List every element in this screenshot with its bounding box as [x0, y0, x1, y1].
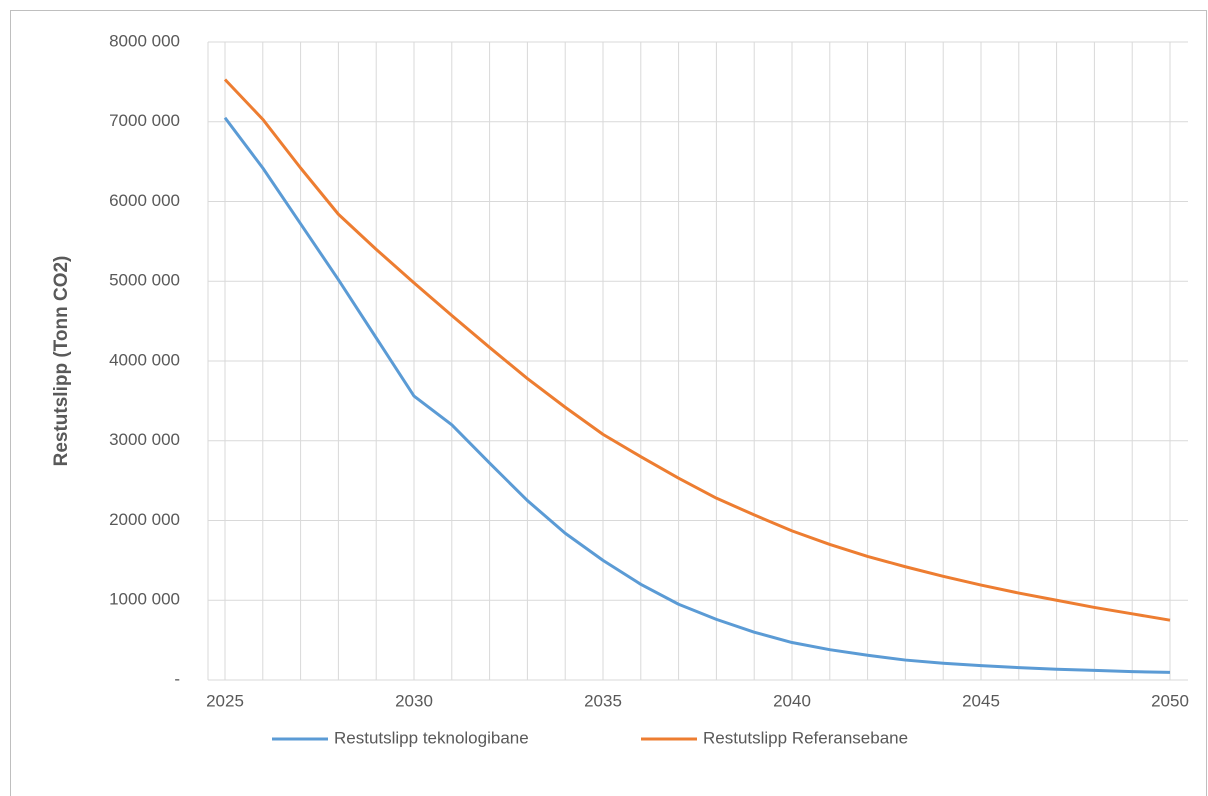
legend-label: Restutslipp Referansebane — [703, 728, 908, 747]
x-tick-label: 2050 — [1151, 691, 1189, 710]
y-tick-label: 2000 000 — [109, 510, 180, 529]
series-line — [223, 78, 1171, 622]
y-tick-label: - — [174, 669, 180, 688]
y-axis-label: Restutslipp (Tonn CO2) — [51, 256, 72, 467]
legend-label: Restutslipp teknologibane — [334, 728, 529, 747]
y-tick-label: 8000 000 — [109, 31, 180, 50]
x-tick-label: 2035 — [584, 691, 622, 710]
x-tick-label: 2030 — [395, 691, 433, 710]
y-tick-label: 1000 000 — [109, 590, 180, 609]
x-tick-label: 2045 — [962, 691, 1000, 710]
y-tick-label: 4000 000 — [109, 350, 180, 369]
y-tick-label: 7000 000 — [109, 111, 180, 130]
chart-frame — [10, 10, 1207, 796]
x-tick-label: 2040 — [773, 691, 811, 710]
series-line — [223, 116, 1171, 674]
y-tick-label: 5000 000 — [109, 271, 180, 290]
y-tick-label: 3000 000 — [109, 430, 180, 449]
x-tick-label: 2025 — [206, 691, 244, 710]
y-tick-label: 6000 000 — [109, 191, 180, 210]
